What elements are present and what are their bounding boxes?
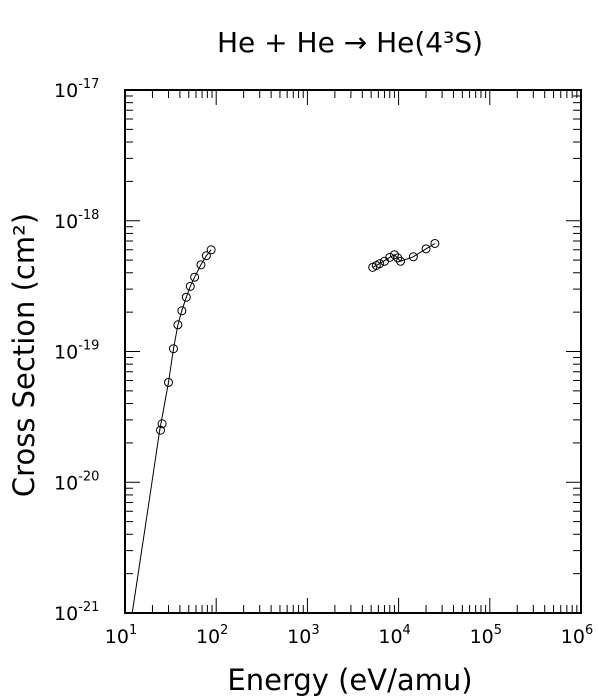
y-tick-label-base: 10 xyxy=(54,342,78,364)
y-tick-label-base: 10 xyxy=(54,80,78,102)
data-point xyxy=(177,306,187,316)
plot-frame xyxy=(124,89,582,614)
y-tick-label-exp: -21 xyxy=(78,600,99,615)
y-tick-label-base: 10 xyxy=(54,603,78,625)
x-tick-label: 101 xyxy=(105,623,137,648)
x-tick-label-exp: 3 xyxy=(311,623,319,638)
x-axis-label: Energy (eV/amu) xyxy=(227,663,472,696)
data-point xyxy=(206,245,216,255)
data-point xyxy=(421,244,431,254)
data-point xyxy=(375,259,385,269)
data-point xyxy=(389,250,399,260)
x-tick-label-exp: 1 xyxy=(129,623,137,638)
data-point xyxy=(408,252,418,262)
y-tick-label-base: 10 xyxy=(54,472,78,494)
x-tick-label-base: 10 xyxy=(378,626,402,648)
data-point xyxy=(155,425,165,435)
chart-title: He + He → He(4³S) xyxy=(217,26,483,59)
x-tick-label: 104 xyxy=(378,623,410,648)
x-tick-label: 105 xyxy=(470,623,502,648)
data-markers xyxy=(155,238,440,435)
y-tick-label: 10-18 xyxy=(54,208,99,233)
x-tick-label-exp: 6 xyxy=(585,623,593,638)
x-tick-label-base: 10 xyxy=(105,626,129,648)
y-tick-label: 10-19 xyxy=(54,339,99,364)
x-tick-label-exp: 2 xyxy=(220,623,228,638)
data-point xyxy=(430,238,440,248)
x-tick-label-base: 10 xyxy=(470,626,494,648)
x-tick-label: 103 xyxy=(287,623,319,648)
data-point xyxy=(181,292,191,302)
x-tick-label-exp: 5 xyxy=(494,623,502,638)
y-tick-label: 10-17 xyxy=(54,77,99,102)
data-point xyxy=(168,344,178,354)
data-point xyxy=(379,256,389,266)
axis-ticks xyxy=(124,90,581,614)
data-point xyxy=(157,419,167,429)
y-tick-label-exp: -20 xyxy=(78,469,99,484)
series-line xyxy=(131,249,212,614)
x-tick-label-exp: 4 xyxy=(403,623,411,638)
data-point xyxy=(164,377,174,387)
y-tick-label: 10-20 xyxy=(54,469,99,494)
y-axis-label: Cross Section (cm²) xyxy=(7,213,41,497)
x-tick-label-base: 10 xyxy=(561,626,585,648)
y-tick-label: 10-21 xyxy=(54,600,99,625)
data-point xyxy=(396,256,406,266)
data-point xyxy=(173,320,183,330)
y-tick-label-exp: -17 xyxy=(78,77,99,92)
y-tick-label-exp: -18 xyxy=(78,208,99,223)
x-tick-label-base: 10 xyxy=(196,626,220,648)
series-lines xyxy=(131,243,436,614)
data-point xyxy=(201,251,211,261)
y-axis-label-text: Cross Section (cm²) xyxy=(7,213,41,497)
data-point xyxy=(185,281,195,291)
y-tick-label-exp: -19 xyxy=(78,339,99,354)
tick-labels: 101 102 103 104 105 10610-2110-2010-1910-1810… xyxy=(54,77,593,648)
data-point xyxy=(190,272,200,282)
x-tick-label: 106 xyxy=(561,623,593,648)
y-tick-label-base: 10 xyxy=(54,211,78,233)
x-tick-label-base: 10 xyxy=(287,626,311,648)
data-point xyxy=(196,260,206,270)
x-tick-label: 102 xyxy=(196,623,228,648)
